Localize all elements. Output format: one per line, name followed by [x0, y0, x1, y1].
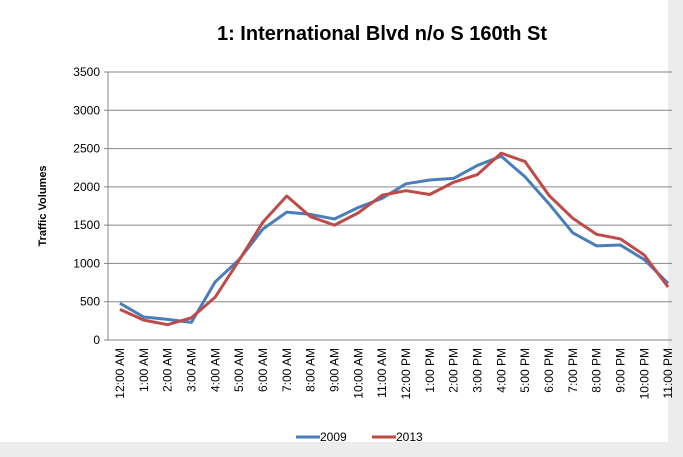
x-tick-label: 11:00 AM: [375, 348, 389, 398]
series-line: [119, 151, 670, 327]
y-tick-label: 3000: [73, 103, 100, 117]
x-tick-label: 9:00 AM: [327, 348, 341, 392]
series-line: [119, 154, 670, 324]
x-tick-label: 10:00 AM: [351, 348, 365, 399]
x-tick-label: 5:00 PM: [518, 348, 532, 393]
chart-background: [0, 0, 668, 442]
x-tick-label: 10:00 PM: [637, 348, 651, 399]
x-tick-label: 4:00 PM: [494, 348, 508, 393]
x-tick-label: 3:00 AM: [184, 348, 198, 392]
y-tick-label: 0: [93, 333, 100, 347]
y-tick-label: 500: [80, 295, 100, 309]
legend-label: 2009: [320, 430, 347, 444]
x-tick-label: 12:00 PM: [399, 348, 413, 399]
y-tick-label: 1500: [73, 218, 100, 232]
legend-label: 2013: [396, 430, 423, 444]
x-tick-label: 2:00 PM: [447, 348, 461, 393]
x-tick-label: 3:00 PM: [470, 348, 484, 393]
x-tick-label: 8:00 PM: [590, 348, 604, 393]
x-tick-label: 6:00 AM: [256, 348, 270, 392]
x-tick-label: 6:00 PM: [542, 348, 556, 393]
y-tick-label: 3500: [73, 65, 100, 79]
x-tick-label: 4:00 AM: [208, 348, 222, 392]
chart-title: 1: International Blvd n/o S 160th St: [217, 23, 547, 45]
y-tick-label: 2000: [73, 180, 100, 194]
x-tick-label: 11:00 PM: [661, 348, 675, 398]
y-tick-label: 2500: [73, 142, 100, 156]
x-tick-label: 7:00 AM: [280, 348, 294, 392]
x-tick-label: 1:00 AM: [137, 348, 151, 392]
x-tick-label: 8:00 AM: [304, 348, 318, 392]
x-tick-label: 9:00 PM: [613, 348, 627, 393]
y-tick-label: 1000: [73, 256, 100, 270]
x-tick-label: 5:00 AM: [232, 348, 246, 392]
x-tick-label: 2:00 AM: [161, 348, 175, 392]
x-tick-label: 1:00 PM: [423, 348, 437, 393]
x-tick-label: 12:00 AM: [113, 348, 127, 399]
x-tick-label: 7:00 PM: [566, 348, 580, 393]
y-axis-label: Traffic Volumes: [37, 165, 49, 246]
